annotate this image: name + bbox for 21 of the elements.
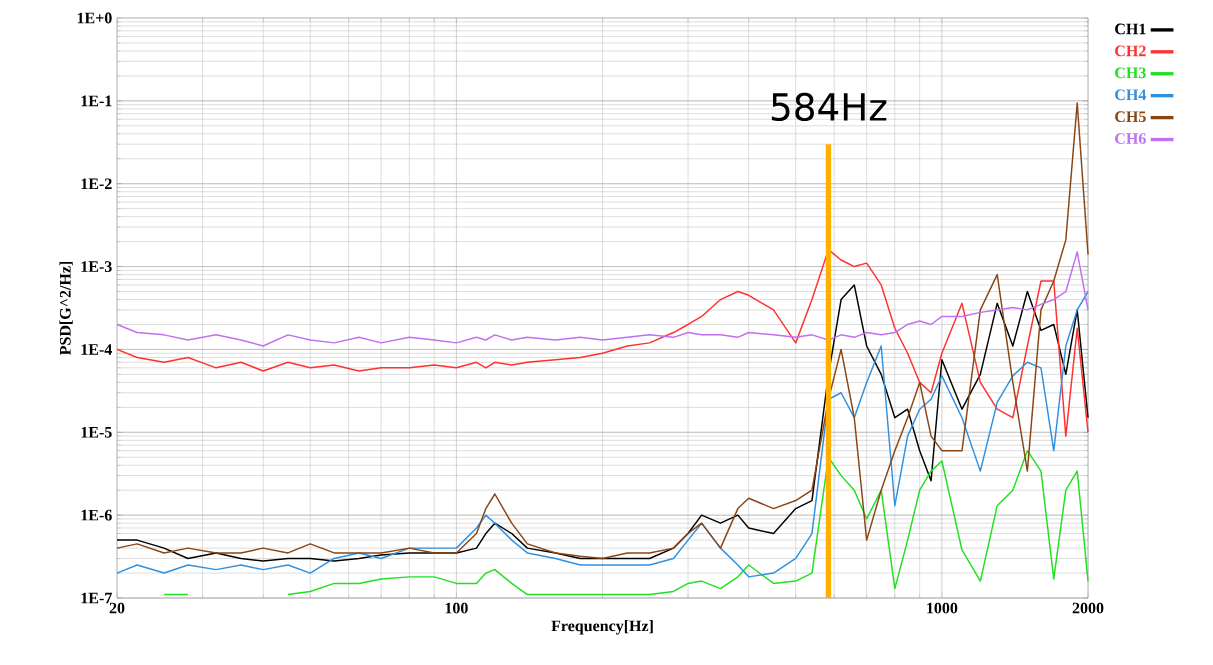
text: CH1 (1115, 23, 1146, 35)
x-tick-label: 2000 (1072, 602, 1104, 614)
y-tick-label: 1E-7 (81, 592, 112, 604)
text: CH4 (1115, 89, 1147, 101)
text: CH6 (1115, 133, 1146, 144)
x-tick-label: 100 (445, 602, 468, 614)
y-tick-label: 1E-4 (81, 344, 112, 355)
y-tick-label: 1E-6 (81, 509, 112, 521)
y-tick-label: 1E-1 (81, 95, 112, 107)
text: CH5 (1115, 111, 1146, 123)
y-tick-label: 1E-3 (81, 261, 112, 272)
y-tick-label: 1E-5 (81, 426, 112, 438)
x-tick-label: 1000 (927, 602, 958, 614)
text: CH3 (1115, 67, 1146, 79)
y-axis-title: PSD[G^2/Hz] (59, 261, 73, 356)
y-tick-label: 1E-2 (81, 178, 112, 190)
x-tick-label: 20 (109, 602, 125, 614)
ref-line-label: 584Hz (771, 92, 887, 122)
y-tick-label: 1E+0 (77, 12, 112, 24)
x-axis-title: Frequency[Hz] (551, 620, 653, 635)
text: CH2 (1115, 45, 1146, 57)
